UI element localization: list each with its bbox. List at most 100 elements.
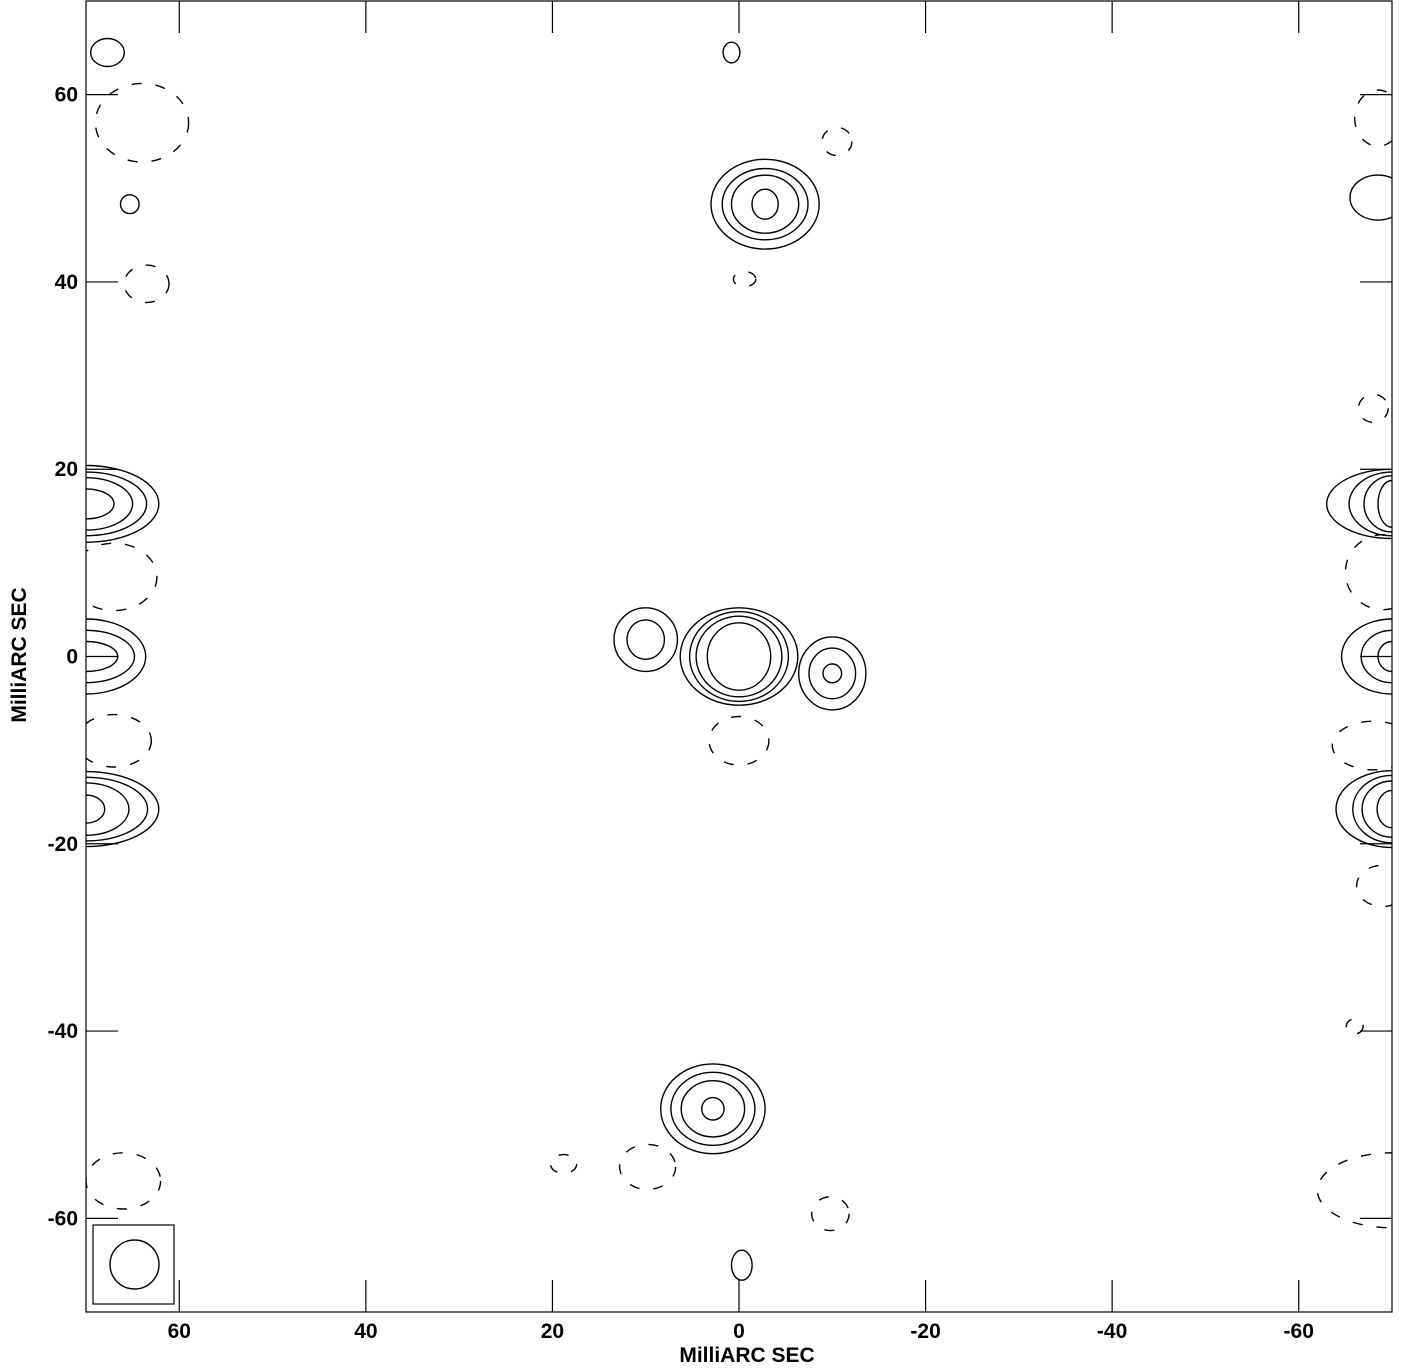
south-source-level-4	[660, 1063, 766, 1155]
right-lower-level-1	[1376, 789, 1392, 829]
x-tick-label: 60	[168, 1320, 191, 1343]
y-tick-label: -60	[48, 1207, 78, 1230]
right-lower	[1335, 770, 1392, 849]
left-upper-level-3	[86, 471, 148, 537]
north-source	[710, 158, 820, 250]
left-upper	[86, 464, 160, 543]
right-neg-m10	[1331, 720, 1392, 771]
north-neg-level-1	[821, 126, 853, 157]
right-lower-level-3	[1352, 774, 1392, 844]
south-source-level-1	[701, 1096, 725, 1121]
north-blob	[722, 41, 741, 64]
left-mid-blob-level-1	[119, 194, 140, 215]
right-neg-m25-level-1	[1355, 864, 1392, 908]
right-lower-level-2	[1361, 780, 1392, 838]
y-tick-label: 20	[55, 458, 78, 481]
north-neg-small-level-1	[732, 270, 757, 288]
right-upper-level-2	[1363, 475, 1392, 533]
central-core-level-2	[695, 615, 783, 698]
west-component-level-3	[798, 636, 867, 711]
south-neg-left	[549, 1153, 578, 1175]
south-source	[660, 1063, 766, 1155]
right-neg-25-level-1	[1357, 393, 1389, 423]
central-core-level-3	[688, 610, 790, 703]
y-tick-label: -40	[48, 1020, 78, 1043]
central-core-level-5	[708, 715, 770, 766]
south-neg-left-level-1	[549, 1153, 578, 1175]
right-mid-blob-level-1	[1349, 174, 1392, 221]
north-blob-level-1	[722, 41, 741, 64]
right-upper-level-1	[1377, 479, 1392, 528]
x-axis-title: MilliARC SEC	[679, 1344, 814, 1367]
beam-ellipse	[109, 1239, 160, 1290]
north-neg-small	[732, 270, 757, 288]
right-neg-m40	[1345, 1018, 1364, 1035]
central-core-level-4	[679, 607, 799, 706]
left-neg-9	[86, 542, 158, 612]
left-neg-40-level-1	[123, 264, 170, 304]
y-tick-label: 40	[55, 271, 78, 294]
north-source-level-4	[710, 158, 820, 250]
right-upper-level-3	[1348, 471, 1392, 537]
north-source-level-3	[721, 167, 809, 241]
beam-frame	[92, 1224, 175, 1305]
right-lower-level-4	[1335, 770, 1392, 849]
south-neg-right-level-1	[811, 1196, 850, 1232]
x-tick-label: 20	[541, 1320, 564, 1343]
y-tick-label: 60	[55, 84, 78, 107]
left-neg-top	[94, 82, 190, 163]
east-component-level-1	[626, 619, 666, 660]
x-tick-label: -20	[910, 1320, 940, 1343]
left-upper-level-4	[86, 464, 160, 543]
plot-frame	[85, 0, 1393, 1313]
y-tick-label: -20	[48, 833, 78, 856]
left-middle-level-3	[86, 618, 147, 695]
left-neg-40	[123, 264, 170, 304]
y-tick-label: 0	[66, 646, 78, 669]
south-source-level-2	[680, 1080, 746, 1138]
right-neg-m40-level-1	[1345, 1018, 1364, 1035]
right-neg-9	[1344, 534, 1392, 611]
south-blob-level-1	[730, 1249, 753, 1281]
east-component-level-2	[613, 607, 679, 673]
right-mid-blob	[1349, 174, 1392, 221]
south-neg-level-1	[618, 1143, 677, 1191]
left-neg-top-level-1	[94, 82, 190, 163]
beam-box	[92, 1224, 175, 1305]
left-top-blob	[89, 37, 125, 68]
x-tick-label: -60	[1284, 1320, 1314, 1343]
left-upper-level-2	[86, 477, 134, 531]
right-neg-top	[1354, 89, 1392, 147]
north-source-level-1	[751, 188, 779, 220]
left-neg-m9-level-1	[86, 713, 152, 768]
right-neg-m57	[1316, 1152, 1392, 1229]
north-neg	[821, 126, 853, 157]
axis-ticks	[86, 1, 1392, 1312]
left-neg-m56	[86, 1152, 162, 1210]
left-top-blob-level-1	[89, 37, 125, 68]
left-lower-level-3	[86, 776, 149, 842]
west-component	[798, 636, 867, 711]
south-blob	[730, 1249, 753, 1281]
south-neg	[618, 1143, 677, 1191]
right-neg-9-level-1	[1344, 534, 1392, 611]
right-neg-m25	[1355, 864, 1392, 908]
west-component-level-2	[808, 647, 857, 700]
contour-layer	[86, 37, 1392, 1281]
central-core	[679, 607, 799, 766]
left-middle-level-2	[86, 629, 136, 684]
left-neg-9-level-1	[86, 542, 158, 612]
right-neg-25	[1357, 393, 1389, 423]
axis-tick-labels: 60 40 20 0 -20 -40 -60 60 40 20 0 -20 -40 -60	[48, 84, 1314, 1343]
right-neg-m57-level-1	[1316, 1152, 1392, 1229]
x-tick-label: -40	[1097, 1320, 1127, 1343]
north-source-level-2	[730, 174, 800, 234]
left-upper-level-1	[86, 488, 115, 520]
left-neg-m9	[86, 713, 152, 768]
right-neg-m10-level-1	[1331, 720, 1392, 771]
left-neg-m56-level-1	[86, 1152, 162, 1210]
left-mid-blob	[119, 194, 140, 215]
east-component	[613, 607, 679, 673]
south-source-level-3	[670, 1071, 756, 1147]
